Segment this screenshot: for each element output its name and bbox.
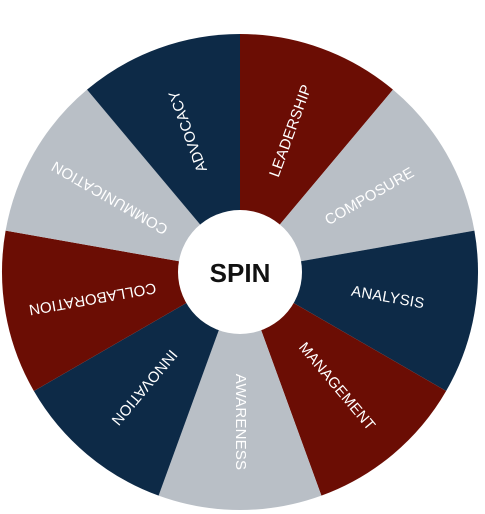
wheel-segments — [2, 34, 478, 511]
wheel-segment-innovation — [33, 272, 240, 496]
wheel-segment-leadership — [240, 34, 393, 272]
spin-button[interactable]: SPIN — [178, 210, 302, 334]
spin-button-hub[interactable] — [178, 210, 302, 334]
spin-button-label: SPIN — [210, 258, 271, 288]
wheel-segment-communication — [5, 89, 241, 273]
wheel-segment-advocacy — [87, 34, 241, 272]
wheel-segment-label: AWARENESS — [232, 374, 249, 471]
wheel-segment-awareness — [158, 272, 322, 511]
wheel-segment-composure — [240, 89, 475, 273]
wheel-segment-management — [240, 272, 447, 496]
